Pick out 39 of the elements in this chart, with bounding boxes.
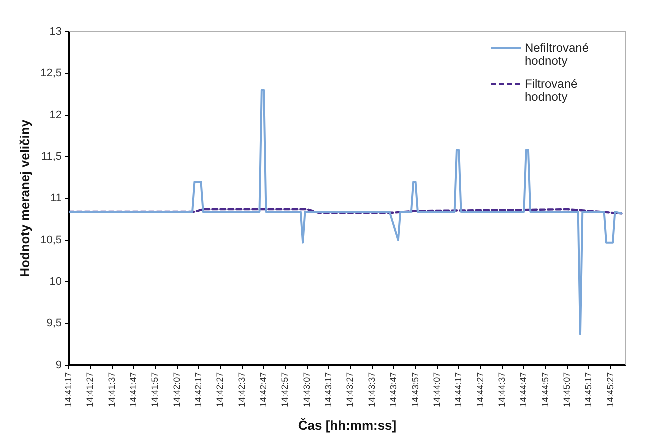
x-tick-label: 14:42:07 [172, 372, 182, 408]
x-tick-label: 14:45:27 [605, 372, 616, 408]
y-axis-title: Hodnoty meranej veličiny [17, 119, 32, 278]
x-tick-label: 14:43:37 [366, 372, 377, 408]
x-tick-label: 14:42:47 [258, 372, 269, 408]
x-tick-label: 14:43:57 [410, 372, 420, 408]
y-tick-label: 9,5 [46, 318, 62, 330]
x-tick-label: 14:43:17 [324, 372, 334, 408]
x-tick-label: 14:44:27 [475, 372, 486, 408]
x-tick-label: 14:41:27 [85, 372, 96, 408]
x-tick-label: 14:44:07 [432, 372, 442, 408]
x-tick-label: 14:42:27 [215, 372, 226, 408]
x-tick-label: 14:42:57 [280, 372, 290, 408]
y-tick-label: 10,5 [40, 234, 62, 246]
y-tick-label: 12 [50, 109, 62, 122]
x-tick-label: 14:42:37 [236, 372, 247, 408]
y-tick-label: 11,5 [41, 151, 62, 164]
x-tick-label: 14:44:17 [454, 372, 464, 408]
y-tick-label: 10 [50, 276, 62, 288]
legend-label: Filtrované hodnoty [525, 76, 578, 104]
x-tick-label: 14:41:57 [150, 372, 160, 408]
y-tick-label: 12,5 [40, 68, 62, 80]
y-tick-label: 11 [50, 192, 62, 205]
x-tick-label: 14:41:17 [63, 372, 74, 408]
x-tick-label: 14:43:47 [388, 372, 399, 408]
y-tick-label: 9 [56, 359, 62, 372]
x-tick-label: 14:41:37 [106, 372, 117, 408]
x-tick-label: 14:41:47 [128, 372, 139, 408]
x-tick-label: 14:45:07 [562, 372, 572, 408]
y-tick-label: 13 [50, 26, 62, 38]
x-axis-title: Čas [hh:mm:ss] [298, 418, 397, 433]
x-tick-label: 14:42:17 [194, 372, 204, 408]
x-tick-label: 14:45:17 [584, 372, 594, 408]
x-tick-label: 14:43:27 [345, 372, 356, 408]
legend-label: Nefiltrované hodnoty [525, 40, 590, 68]
x-tick-label: 14:43:07 [302, 372, 312, 408]
x-tick-label: 14:44:57 [540, 372, 550, 408]
x-tick-label: 14:44:37 [496, 372, 507, 408]
x-tick-label: 14:44:47 [518, 372, 529, 408]
